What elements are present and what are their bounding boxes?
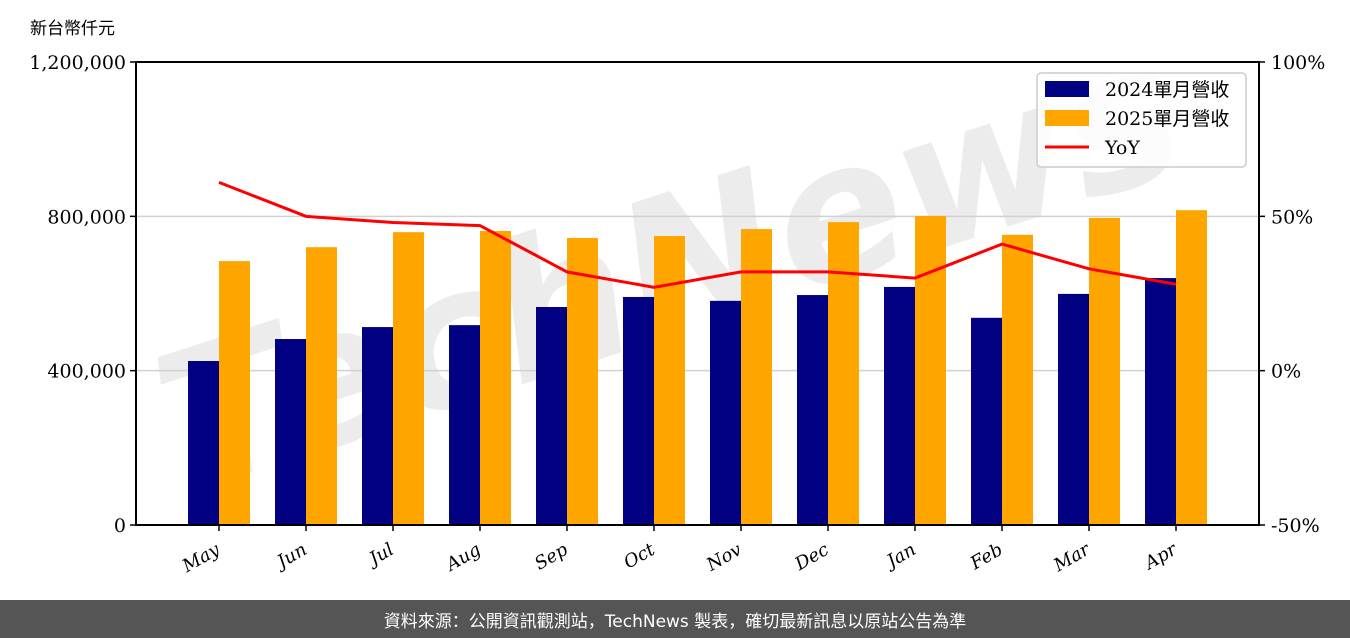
- bar-2024: [188, 361, 219, 525]
- x-tick-label: Jul: [362, 539, 397, 572]
- x-tick-label: Dec: [791, 539, 833, 575]
- bar-2024: [449, 325, 480, 525]
- y-axis-unit-label: 新台幣仟元: [30, 19, 115, 39]
- yoy-line: [218, 180, 1177, 289]
- bar-2025: [1002, 234, 1033, 525]
- bar-2025: [741, 229, 772, 525]
- left-tick-label: 400,000: [47, 361, 126, 383]
- legend-swatch: [1045, 81, 1089, 97]
- right-tick-label: -50%: [1271, 515, 1320, 537]
- bar-2025: [480, 230, 511, 525]
- bar-2024: [1058, 293, 1089, 525]
- bar-2025: [1176, 210, 1207, 525]
- legend-label: 2025單月營收: [1105, 108, 1229, 130]
- bar-2025: [1089, 217, 1120, 526]
- yoy-polyline: [218, 180, 1177, 289]
- bar-2024: [1145, 278, 1176, 525]
- bar-2025: [306, 247, 337, 525]
- bar-2024: [275, 339, 306, 525]
- x-tick-label: Oct: [620, 539, 659, 574]
- bar-2024: [971, 317, 1002, 525]
- bar-2024: [623, 296, 654, 525]
- bar-2024: [797, 295, 828, 525]
- right-tick-label: 50%: [1271, 206, 1313, 228]
- bar-2025: [567, 237, 598, 525]
- bar-2025: [828, 222, 859, 525]
- x-tick-label: Feb: [966, 539, 1007, 575]
- bar-2025: [915, 215, 946, 525]
- revenue-chart: TechNews 0400,000800,0001,200,000-50%0%5…: [29, 0, 1325, 578]
- x-tick-label: Sep: [531, 539, 572, 575]
- legend-label: YoY: [1104, 137, 1140, 159]
- bars: [188, 210, 1207, 526]
- legend: 2024單月營收 2025單月營收 YoY: [1036, 72, 1247, 168]
- x-tick-label: Jun: [270, 539, 310, 574]
- plot-frame: [135, 61, 1260, 526]
- right-tick-label: 100%: [1271, 52, 1325, 74]
- bar-2024: [536, 307, 567, 525]
- x-tick-label: Aug: [441, 539, 485, 576]
- bar-2025: [654, 236, 685, 525]
- left-tick-label: 0: [114, 515, 126, 537]
- x-tick-label: Jan: [880, 539, 920, 574]
- bar-2025: [393, 232, 424, 525]
- source-footer: 資料來源：公開資訊觀測站，TechNews 製表，確切最新訊息以原站公告為準: [0, 600, 1350, 638]
- left-tick-label: 800,000: [47, 206, 126, 228]
- bar-2024: [884, 286, 915, 525]
- x-tick-label: Mar: [1049, 538, 1094, 576]
- x-tick-label: Nov: [702, 539, 745, 576]
- bar-2024: [710, 300, 741, 525]
- right-tick-label: 0%: [1271, 361, 1301, 383]
- legend-box: [1036, 72, 1247, 168]
- legend-swatch: [1045, 110, 1089, 126]
- bar-2024: [362, 327, 393, 525]
- x-tick-label: May: [178, 539, 224, 578]
- legend-label: 2024單月營收: [1105, 79, 1229, 101]
- bar-2025: [219, 261, 250, 525]
- x-tick-label: Apr: [1140, 538, 1182, 574]
- left-tick-label: 1,200,000: [29, 52, 126, 74]
